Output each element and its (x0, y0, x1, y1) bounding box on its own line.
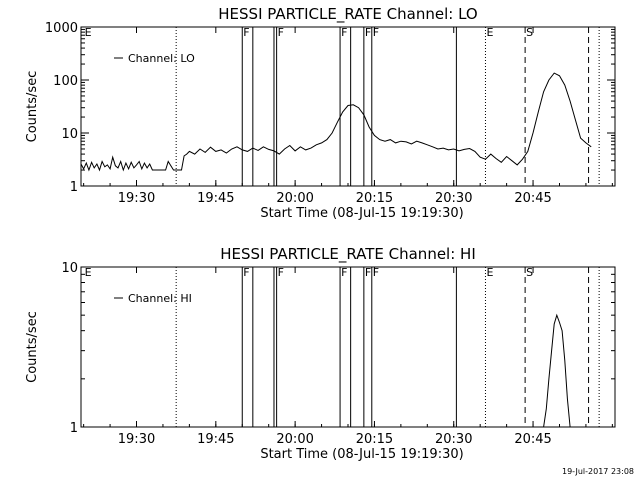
x-tick-label-hi-1: 19:45 (197, 432, 234, 447)
y-axis-label-lo: Counts/sec (25, 71, 40, 143)
x-tick-label-hi-3: 20:15 (356, 432, 393, 447)
x-axis-label-lo: Start Time (08-Jul-15 19:19:30) (260, 206, 463, 221)
x-tick-label-lo-0: 19:30 (118, 191, 155, 206)
x-tick-label-lo-1: 19:45 (197, 191, 234, 206)
lo-channel-panel: HESSI PARTICLE_RATE Channel: LOE F F F F F E S1… (25, 5, 616, 221)
y-tick-label-lo-2: 100 (53, 74, 78, 89)
x-tick-label-lo-4: 20:30 (435, 191, 472, 206)
y-tick-label-lo-1: 10 (61, 127, 78, 142)
x-axis-label-hi: Start Time (08-Jul-15 19:19:30) (260, 447, 463, 462)
y-tick-label-lo-0: 1 (70, 180, 78, 195)
flag-label-hi-4: F (365, 266, 371, 279)
flag-label-lo-4: F (365, 26, 371, 39)
flag-label-lo-1: F (243, 26, 249, 39)
flag-label-lo-2: F (278, 26, 284, 39)
x-tick-label-hi-0: 19:30 (118, 432, 155, 447)
timestamp-label: 19-Jul-2017 23:08 (562, 467, 634, 476)
x-tick-label-lo-2: 20:00 (276, 191, 313, 206)
flag-label-hi-2: F (278, 266, 284, 279)
series-line-hi-0 (543, 313, 571, 428)
y-tick-label-hi-1: 10 (61, 261, 78, 276)
x-tick-label-lo-3: 20:15 (356, 191, 393, 206)
x-tick-label-lo-5: 20:45 (514, 191, 551, 206)
flag-label-lo-0: E (85, 26, 92, 39)
plot-frame-lo (80, 26, 616, 187)
series-line-lo-0 (80, 72, 592, 172)
chart-title-lo: HESSI PARTICLE_RATE Channel: LO (218, 5, 477, 24)
chart-title-hi: HESSI PARTICLE_RATE Channel: HI (220, 245, 476, 264)
flag-label-hi-5: F (373, 266, 379, 279)
flag-label-hi-3: F (341, 266, 347, 279)
y-axis-label-hi: Counts/sec (25, 311, 40, 383)
plot-frame-hi (80, 266, 616, 428)
flag-label-hi-7: S (526, 266, 533, 279)
hi-channel-panel: HESSI PARTICLE_RATE Channel: HIE F F F F F E S1… (25, 245, 616, 462)
x-tick-label-hi-2: 20:00 (276, 432, 313, 447)
x-tick-label-hi-4: 20:30 (435, 432, 472, 447)
legend-label-lo: Channel: LO (128, 52, 195, 65)
flag-label-lo-7: S (526, 26, 533, 39)
flag-label-hi-0: E (85, 266, 92, 279)
legend-label-hi: Channel: HI (128, 292, 192, 305)
flag-label-lo-6: E (486, 26, 493, 39)
x-tick-label-hi-5: 20:45 (514, 432, 551, 447)
flag-label-hi-1: F (243, 266, 249, 279)
flag-label-hi-6: E (486, 266, 493, 279)
y-tick-label-lo-3: 1000 (45, 21, 78, 36)
flag-label-lo-3: F (341, 26, 347, 39)
flag-label-lo-5: F (373, 26, 379, 39)
y-tick-label-hi-0: 1 (70, 421, 78, 436)
